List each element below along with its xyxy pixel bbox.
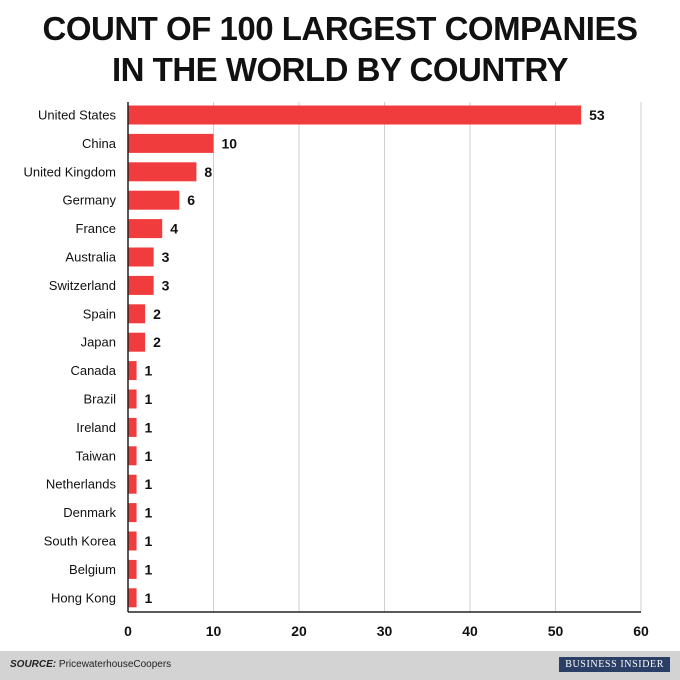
chart-title-line-2: IN THE WORLD BY COUNTRY: [112, 51, 569, 88]
bar-denmark: [128, 503, 137, 523]
bar-canada: [128, 361, 137, 381]
bar-taiwan: [128, 446, 137, 466]
source-label: SOURCE:: [10, 659, 57, 670]
bar-brazil: [128, 389, 137, 409]
category-label-spain: Spain: [83, 306, 116, 321]
value-label-south-korea: 1: [145, 533, 153, 549]
category-label-united-kingdom: United Kingdom: [24, 164, 117, 179]
category-label-japan: Japan: [81, 335, 116, 350]
bar-ireland: [128, 417, 137, 437]
value-label-belgium: 1: [145, 561, 153, 577]
value-label-united-states: 53: [589, 107, 605, 123]
category-label-taiwan: Taiwan: [76, 448, 116, 463]
bar-france: [128, 219, 163, 239]
chart-title-line-1: COUNT OF 100 LARGEST COMPANIES: [42, 10, 638, 47]
bar-china: [128, 133, 214, 153]
value-label-netherlands: 1: [145, 476, 153, 492]
category-label-china: China: [82, 136, 117, 151]
category-label-ireland: Ireland: [76, 420, 116, 435]
value-label-australia: 3: [162, 249, 170, 265]
source-note: SOURCE: PricewaterhouseCoopers: [10, 659, 171, 670]
x-tick-label-0: 0: [124, 623, 132, 639]
value-label-france: 4: [170, 221, 178, 237]
value-label-denmark: 1: [145, 505, 153, 521]
value-label-hong-kong: 1: [145, 590, 153, 606]
category-label-united-states: United States: [38, 108, 117, 123]
bar-spain: [128, 304, 146, 324]
bar-united-kingdom: [128, 162, 197, 182]
value-label-switzerland: 3: [162, 277, 170, 293]
value-label-united-kingdom: 8: [204, 164, 212, 180]
category-label-belgium: Belgium: [69, 562, 116, 577]
x-tick-label-60: 60: [633, 623, 649, 639]
bar-chart: United States China United Kingdom Germany F…: [24, 102, 649, 639]
x-tick-label-50: 50: [548, 623, 564, 639]
bar-australia: [128, 247, 154, 267]
x-axis: 0 10 20 30 40 50 60: [124, 102, 649, 639]
category-label-hong-kong: Hong Kong: [51, 590, 116, 605]
category-label-denmark: Denmark: [63, 505, 116, 520]
bar-netherlands: [128, 474, 137, 494]
category-label-netherlands: Netherlands: [46, 477, 117, 492]
bar-united-states: [128, 105, 582, 125]
source-text: PricewaterhouseCoopers: [58, 659, 172, 670]
bar-germany: [128, 190, 180, 210]
value-label-ireland: 1: [145, 419, 153, 435]
value-label-spain: 2: [153, 306, 161, 322]
bar-hong-kong: [128, 588, 137, 608]
value-label-china: 10: [222, 135, 238, 151]
bar-belgium: [128, 559, 137, 579]
category-label-australia: Australia: [65, 250, 116, 265]
gridlines: [213, 102, 642, 612]
value-label-brazil: 1: [145, 391, 153, 407]
brand-logo: BUSINESS INSIDER: [559, 657, 670, 672]
category-label-france: France: [76, 221, 116, 236]
value-label-germany: 6: [187, 192, 195, 208]
category-label-switzerland: Switzerland: [49, 278, 116, 293]
chart-title: COUNT OF 100 LARGEST COMPANIES IN THE WO…: [0, 8, 680, 90]
footer: SOURCE: PricewaterhouseCoopers BUSINESS …: [0, 651, 680, 680]
bar-switzerland: [128, 275, 154, 295]
value-label-taiwan: 1: [145, 448, 153, 464]
x-tick-label-30: 30: [377, 623, 393, 639]
x-tick-label-40: 40: [462, 623, 478, 639]
category-label-brazil: Brazil: [83, 392, 116, 407]
category-labels: United States China United Kingdom Germany F…: [24, 108, 117, 606]
category-label-canada: Canada: [70, 363, 116, 378]
category-label-south-korea: South Korea: [44, 534, 117, 549]
bar-japan: [128, 332, 146, 352]
bar-south-korea: [128, 531, 137, 551]
value-label-canada: 1: [145, 363, 153, 379]
category-label-germany: Germany: [63, 193, 117, 208]
x-tick-label-10: 10: [206, 623, 222, 639]
bars: [128, 105, 582, 608]
x-tick-label-20: 20: [291, 623, 307, 639]
value-label-japan: 2: [153, 334, 161, 350]
